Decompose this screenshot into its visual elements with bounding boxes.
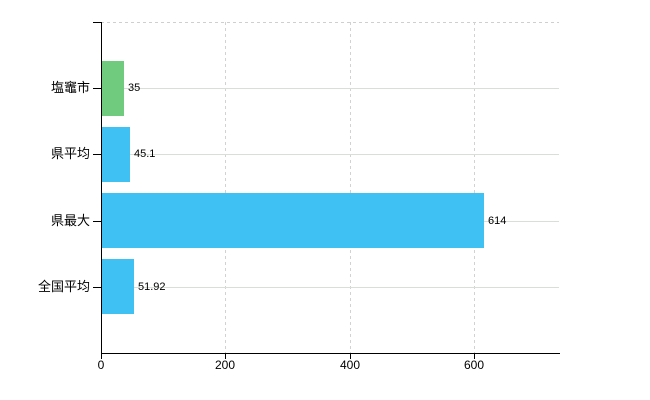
y-gridline xyxy=(101,287,559,288)
category-label: 塩竈市 xyxy=(50,80,90,95)
y-gridline xyxy=(101,154,559,155)
x-tick-label: 600 xyxy=(463,358,485,372)
x-axis-tick xyxy=(225,353,226,359)
x-axis xyxy=(101,353,560,354)
category-label: 全国平均 xyxy=(37,279,90,294)
y-axis-tick xyxy=(93,221,101,222)
x-axis-tick xyxy=(350,353,351,359)
x-gridline xyxy=(350,22,351,353)
x-axis-tick xyxy=(474,353,475,359)
bar xyxy=(102,259,134,314)
x-gridline xyxy=(474,22,475,353)
y-axis-tick xyxy=(93,88,101,89)
bar-value-label: 614 xyxy=(488,215,507,227)
bar-value-label: 45.1 xyxy=(134,148,156,160)
bar-value-label: 51.92 xyxy=(138,281,166,293)
y-gridline xyxy=(101,88,559,89)
y-axis-tick xyxy=(93,154,101,155)
x-tick-label: 0 xyxy=(97,358,105,372)
bar xyxy=(102,193,484,248)
y-axis-top-tick xyxy=(93,22,101,23)
y-axis xyxy=(101,22,102,359)
x-gridline xyxy=(225,22,226,353)
bar xyxy=(102,61,124,116)
x-tick-label: 200 xyxy=(214,358,236,372)
category-label: 県最大 xyxy=(50,213,90,228)
bar xyxy=(102,127,130,182)
category-label: 県平均 xyxy=(50,146,90,161)
plot-top-border xyxy=(101,22,559,23)
x-tick-label: 400 xyxy=(339,358,361,372)
bar-value-label: 35 xyxy=(128,82,141,94)
y-axis-tick xyxy=(93,287,101,288)
